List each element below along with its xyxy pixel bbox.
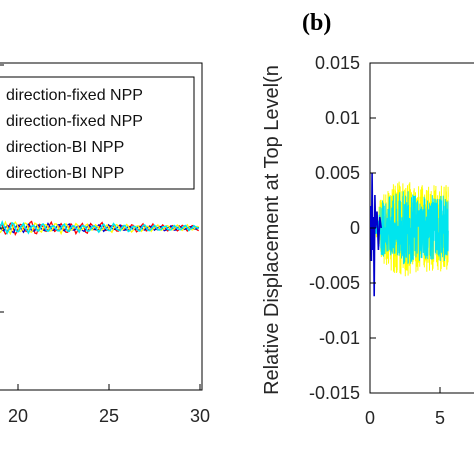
panel-a-xtick-label: 25 bbox=[99, 406, 119, 426]
panel-a: 20 25 30 direction-fixed NPPdirection-fixe… bbox=[0, 62, 210, 426]
panel-b-ytick-label: -0.005 bbox=[309, 273, 360, 293]
panel-a-xtick-label: 30 bbox=[190, 406, 210, 426]
panel-a-legend: direction-fixed NPP direction-fixed NPP di… bbox=[0, 76, 195, 190]
panel-a-series-line bbox=[0, 222, 200, 234]
panel-b-ytick-label: -0.01 bbox=[319, 328, 360, 348]
panel-b-xtick-label: 0 bbox=[365, 408, 375, 428]
panel-b-xtick-label: 5 bbox=[435, 408, 445, 428]
legend-entry: direction-BI NPP bbox=[6, 139, 124, 156]
panel-b-ytick-label: 0.005 bbox=[315, 163, 360, 183]
panel-a-series-line bbox=[0, 220, 200, 236]
panel-b: (b) Relative Displacement at Top Level(n… bbox=[261, 10, 474, 428]
panel-a-series-line bbox=[0, 220, 199, 236]
legend-entry: direction-fixed NPP bbox=[6, 87, 143, 104]
panel-b-series-line bbox=[373, 191, 449, 265]
panel-a-xtick-label: 20 bbox=[8, 406, 28, 426]
panel-a-xticks: 20 25 30 bbox=[0, 64, 210, 426]
panel-b-traces bbox=[370, 172, 449, 297]
panel-b-ytick-label: -0.015 bbox=[309, 383, 360, 403]
panel-b-ylabel: Relative Displacement at Top Level(n bbox=[261, 65, 283, 395]
panel-a-traces bbox=[0, 220, 200, 236]
legend-box bbox=[0, 76, 195, 190]
panel-b-ytick-label: 0.01 bbox=[325, 108, 360, 128]
legend-entry: direction-fixed NPP bbox=[6, 113, 143, 130]
panel-b-label: (b) bbox=[302, 10, 331, 36]
panel-b-ticks: -0.015 -0.01 -0.005 0 0.005 0.01 0.015 0 5 bbox=[309, 53, 445, 428]
panel-b-series-line bbox=[370, 172, 382, 297]
legend-entry: direction-BI NPP bbox=[6, 165, 124, 182]
panel-b-ytick-label: 0.015 bbox=[315, 53, 360, 73]
panel-b-ytick-label: 0 bbox=[350, 218, 360, 238]
